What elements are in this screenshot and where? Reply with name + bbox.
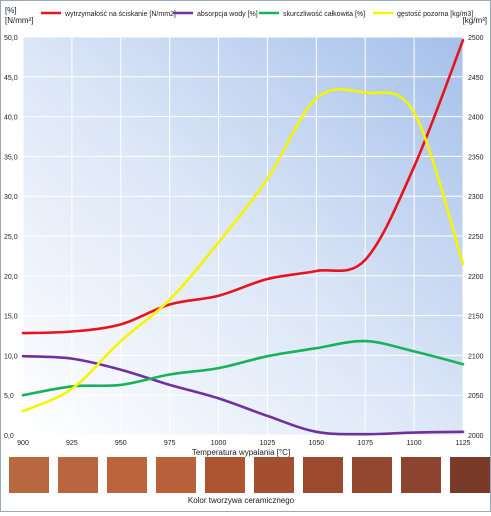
y-left-label-line2: [N/mm²] <box>5 16 33 25</box>
x-tick-label: 950 <box>115 440 127 447</box>
swatch-caption: Kolor tworzywa ceramicznego <box>188 496 295 505</box>
y-right-tick-label: 2250 <box>468 234 484 241</box>
y-left-tick-label: 45,0 <box>4 75 18 82</box>
y-right-tick-label: 2200 <box>468 274 484 281</box>
x-tick-label: 1050 <box>309 440 325 447</box>
x-axis-label: Temperatura wypalania [°C] <box>192 448 290 457</box>
x-tick-label: 900 <box>17 440 29 447</box>
gridlines <box>22 36 464 436</box>
series-line-2 <box>21 354 465 436</box>
series-line-4 <box>21 87 465 413</box>
series-lines <box>21 38 465 436</box>
y-left-tick-label: 20,0 <box>4 274 18 281</box>
x-tick-label: 1075 <box>357 440 373 447</box>
color-swatch <box>107 457 147 493</box>
color-swatch <box>303 457 343 493</box>
color-swatch <box>58 457 98 493</box>
x-axis-ticks: 900 925 950 975 1000 1025 1050 1075 1100 1125 <box>17 440 470 447</box>
y-right-label: [kg/m³] <box>463 16 487 25</box>
color-swatch <box>9 457 49 493</box>
y-left-label-line1: [%] <box>5 6 17 15</box>
color-swatch <box>156 457 196 493</box>
x-tick-label: 925 <box>66 440 78 447</box>
color-swatch <box>205 457 245 493</box>
legend-label: skurczliwość całkowita [%] <box>283 11 365 18</box>
y-right-tick-label: 2400 <box>468 115 484 122</box>
y-right-tick-label: 2000 <box>468 433 484 440</box>
color-swatch <box>352 457 392 493</box>
color-swatch <box>450 457 490 493</box>
legend: wytrzymałość na ściskanie [N/mm2] absorpc… <box>41 11 473 18</box>
color-swatch <box>254 457 294 493</box>
color-swatch <box>401 457 441 493</box>
y-right-tick-label: 2450 <box>468 75 484 82</box>
x-tick-label: 1025 <box>260 440 276 447</box>
y-left-tick-label: 35,0 <box>4 154 18 161</box>
y-right-tick-label: 2350 <box>468 154 484 161</box>
right-axis-ticks: 2000 2050 2100 2150 2200 2250 2300 2350 2400 2450… <box>468 35 484 440</box>
legend-label: absorpcja wody [%] <box>197 11 258 18</box>
y-right-tick-label: 2050 <box>468 393 484 400</box>
y-left-tick-label: 30,0 <box>4 194 18 201</box>
y-left-tick-label: 5,0 <box>4 393 14 400</box>
y-left-tick-label: 10,0 <box>4 353 18 360</box>
y-left-tick-label: 25,0 <box>4 234 18 241</box>
legend-label: wytrzymałość na ściskanie [N/mm2] <box>64 11 176 18</box>
x-tick-label: 1125 <box>455 440 470 447</box>
legend-label: gęstość pozorna [kg/m3] <box>397 11 473 18</box>
y-left-tick-label: 50,0 <box>4 35 18 42</box>
y-left-tick-label: 40,0 <box>4 115 18 122</box>
series-line-1 <box>21 38 465 335</box>
x-tick-label: 1100 <box>407 440 422 447</box>
y-right-tick-label: 2300 <box>468 194 484 201</box>
left-axis-ticks: 0,0 5,0 10,0 15,0 20,0 25,0 30,0 35,0 40,0 45,0 50… <box>4 35 18 440</box>
y-left-tick-label: 15,0 <box>4 314 18 321</box>
series-line-3 <box>21 339 465 397</box>
ceramic-color-swatches <box>9 457 490 493</box>
x-tick-label: 975 <box>164 440 176 447</box>
y-right-tick-label: 2100 <box>468 353 484 360</box>
y-right-tick-label: 2150 <box>468 314 484 321</box>
y-right-tick-label: 2500 <box>468 35 484 42</box>
x-tick-label: 1000 <box>211 440 227 447</box>
y-left-tick-label: 0,0 <box>4 433 14 440</box>
